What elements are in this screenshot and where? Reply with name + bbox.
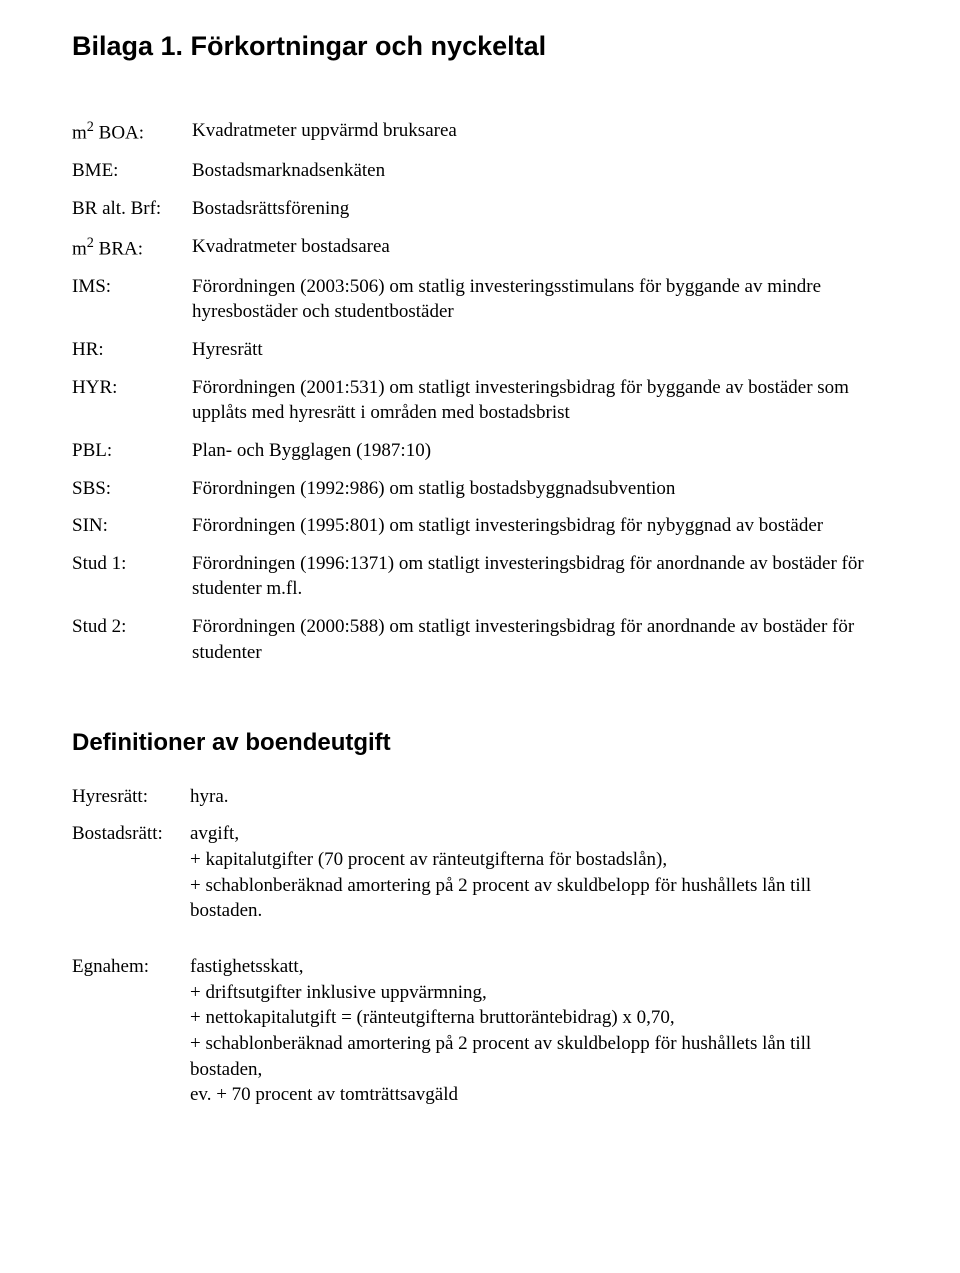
table-row: SIN: Förordningen (1995:801) om statligt… (72, 507, 888, 545)
definitions-table: Hyresrätt: hyra. Bostadsrätt: avgift,+ k… (72, 778, 888, 1114)
abbrev-desc: Kvadratmeter bostadsarea (192, 228, 888, 268)
definition-desc: avgift,+ kapitalutgifter (70 procent av … (190, 815, 888, 930)
table-row: Stud 1: Förordningen (1996:1371) om stat… (72, 545, 888, 608)
abbrev-desc: Hyresrätt (192, 331, 888, 369)
definition-term: Bostadsrätt: (72, 815, 190, 930)
abbrev-term: m2 BOA: (72, 112, 192, 152)
abbrev-desc: Bostadsmarknadsenkäten (192, 152, 888, 190)
table-row: HR: Hyresrätt (72, 331, 888, 369)
abbrev-desc: Förordningen (1992:986) om statlig bosta… (192, 470, 888, 508)
abbrev-term: SBS: (72, 470, 192, 508)
abbrev-term: m2 BRA: (72, 228, 192, 268)
abbrev-desc: Förordningen (1995:801) om statligt inve… (192, 507, 888, 545)
table-row: BME: Bostadsmarknadsenkäten (72, 152, 888, 190)
abbrev-term: HR: (72, 331, 192, 369)
abbrev-term: PBL: (72, 432, 192, 470)
table-row: Bostadsrätt: avgift,+ kapitalutgifter (7… (72, 815, 888, 930)
abbrev-desc: Förordningen (1996:1371) om statligt inv… (192, 545, 888, 608)
table-row: m2 BOA: Kvadratmeter uppvärmd bruksarea (72, 112, 888, 152)
table-row: Hyresrätt: hyra. (72, 778, 888, 816)
abbrev-term: Stud 2: (72, 608, 192, 671)
abbrev-desc: Förordningen (2003:506) om statlig inves… (192, 268, 888, 331)
abbrev-desc: Plan- och Bygglagen (1987:10) (192, 432, 888, 470)
abbrev-term: HYR: (72, 369, 192, 432)
table-row: SBS: Förordningen (1992:986) om statlig … (72, 470, 888, 508)
table-row: Egnahem: fastighetsskatt,+ driftsutgifte… (72, 930, 888, 1114)
page-title: Bilaga 1. Förkortningar och nyckeltal (72, 28, 888, 64)
abbrev-term: BME: (72, 152, 192, 190)
definition-term: Egnahem: (72, 930, 190, 1114)
abbrev-term: Stud 1: (72, 545, 192, 608)
abbrev-desc: Bostadsrättsförening (192, 190, 888, 228)
table-row: HYR: Förordningen (2001:531) om statligt… (72, 369, 888, 432)
abbreviations-table: m2 BOA: Kvadratmeter uppvärmd bruksarea … (72, 112, 888, 671)
abbrev-desc: Kvadratmeter uppvärmd bruksarea (192, 112, 888, 152)
abbrev-term: SIN: (72, 507, 192, 545)
table-row: BR alt. Brf: Bostadsrättsförening (72, 190, 888, 228)
definition-term: Hyresrätt: (72, 778, 190, 816)
abbrev-desc: Förordningen (2001:531) om statligt inve… (192, 369, 888, 432)
definitions-heading: Definitioner av boendeutgift (72, 727, 888, 759)
table-row: IMS: Förordningen (2003:506) om statlig … (72, 268, 888, 331)
abbrev-term: IMS: (72, 268, 192, 331)
table-row: PBL: Plan- och Bygglagen (1987:10) (72, 432, 888, 470)
abbrev-desc: Förordningen (2000:588) om statligt inve… (192, 608, 888, 671)
definition-desc: fastighetsskatt,+ driftsutgifter inklusi… (190, 930, 888, 1114)
definition-desc: hyra. (190, 778, 888, 816)
abbrev-term: BR alt. Brf: (72, 190, 192, 228)
table-row: Stud 2: Förordningen (2000:588) om statl… (72, 608, 888, 671)
table-row: m2 BRA: Kvadratmeter bostadsarea (72, 228, 888, 268)
